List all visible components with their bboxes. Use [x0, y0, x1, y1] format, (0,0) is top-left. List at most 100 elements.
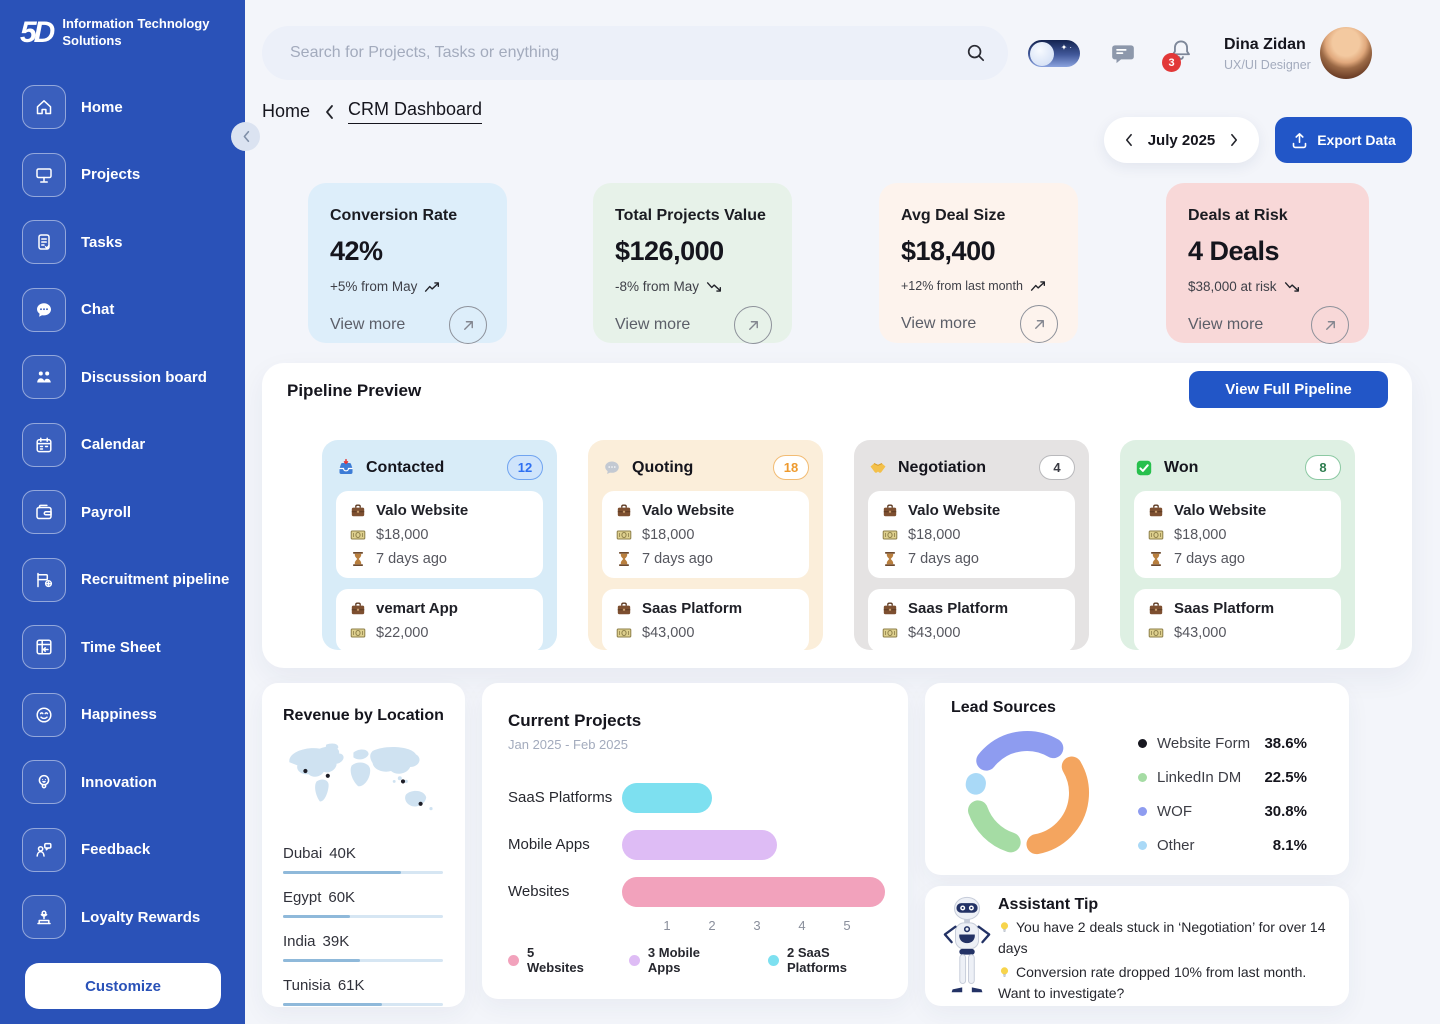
lead-sources-title: Lead Sources: [951, 699, 1056, 716]
banknote-icon: [882, 625, 898, 641]
deal-card[interactable]: Valo Website $18,000 7 days ago: [1134, 491, 1341, 578]
sidebar-item-label: Payroll: [81, 503, 132, 521]
sidebar-item-label: Time Sheet: [81, 638, 161, 656]
view-more-arrow-button[interactable]: [449, 306, 487, 344]
stat-delta: $38,000 at risk: [1188, 279, 1349, 294]
deal-card[interactable]: Valo Website $18,000 7 days ago: [336, 491, 543, 578]
search-icon[interactable]: [966, 43, 986, 68]
revenue-row-egypt: Egypt 60K: [283, 889, 444, 918]
sidebar-item-payroll[interactable]: Payroll: [22, 490, 234, 534]
deal-card[interactable]: Saas Platform $43,000: [1134, 589, 1341, 650]
stat-title: Conversion Rate: [330, 207, 458, 224]
stage-count-badge: 18: [773, 455, 809, 480]
bar-saas-platforms: [622, 782, 712, 813]
next-month-icon[interactable]: [1230, 133, 1239, 147]
banknote-icon: [882, 527, 898, 543]
view-more-link[interactable]: View more: [330, 316, 406, 333]
banknote-icon: [616, 527, 632, 543]
notification-count-badge: 3: [1162, 53, 1181, 72]
view-more-link[interactable]: View more: [615, 316, 691, 333]
export-data-label: Export Data: [1317, 132, 1396, 148]
stat-delta: -8% from May: [615, 279, 772, 294]
bar-label: Mobile Apps: [508, 836, 590, 853]
revenue-row-dubai: Dubai 40K: [283, 845, 444, 874]
pipeline-stage-negotiation: Negotiation 4 Valo Website $18,000 7 day…: [854, 440, 1089, 650]
current-projects-subtitle: Jan 2025 - Feb 2025: [508, 737, 628, 752]
pipeline-stage-quoting: Quoting 18 Valo Website $18,000 7 days a…: [588, 440, 823, 650]
stage-count-badge: 8: [1305, 455, 1341, 480]
chat-icon: [22, 287, 66, 332]
customize-button[interactable]: Customize: [25, 963, 221, 1009]
deal-card[interactable]: Saas Platform $43,000: [602, 589, 809, 650]
recruitment-pipeline-icon: [22, 557, 66, 602]
chart-legend: 5 Websites 3 Mobile Apps 2 SaaS Platform…: [508, 945, 882, 975]
export-data-button[interactable]: Export Data: [1275, 117, 1412, 163]
lead-sources-legend: Website Form 38.6% LinkedIn DM 22.5% WOF…: [1138, 733, 1307, 869]
legend-dot: [628, 954, 640, 966]
breadcrumb-home[interactable]: Home: [262, 101, 311, 121]
sidebar-item-feedback[interactable]: Feedback: [22, 827, 234, 872]
hourglass-icon: [616, 551, 632, 567]
view-more-arrow-button[interactable]: [1020, 305, 1058, 343]
briefcase-icon: [1148, 503, 1164, 519]
innovation-bulb-icon: [22, 760, 66, 804]
feedback-icon: [22, 827, 66, 872]
legend-dot: [1138, 773, 1147, 782]
pipeline-preview-panel: Pipeline Preview View Full Pipeline Cont…: [262, 363, 1412, 668]
deal-card[interactable]: vemart App $22,000: [336, 589, 543, 650]
sidebar-item-label: Loyalty Rewards: [81, 908, 201, 926]
arrow-ne-icon: [746, 318, 761, 333]
sidebar-item-label: Happiness: [81, 706, 157, 723]
sidebar-menu: Home Projects Tasks Chat Discussion boar…: [22, 85, 234, 939]
stat-title: Total Projects Value: [615, 207, 766, 224]
pipeline-title: Pipeline Preview: [287, 381, 422, 400]
view-more-link[interactable]: View more: [1188, 316, 1264, 333]
hourglass-icon: [350, 551, 366, 567]
current-projects-chart: SaaS Platforms Mobile Apps Websites 1 2 …: [508, 774, 886, 975]
sidebar-item-time-sheet[interactable]: Time Sheet: [22, 625, 234, 669]
sidebar-item-chat[interactable]: Chat: [22, 287, 234, 332]
legend-dot: [1138, 841, 1147, 850]
hourglass-icon: [1148, 551, 1164, 567]
bar-label: SaaS Platforms: [508, 789, 613, 806]
deal-card[interactable]: Valo Website $18,000 7 days ago: [602, 491, 809, 578]
view-more-arrow-button[interactable]: [734, 306, 772, 344]
dark-mode-toggle[interactable]: ✦·: [1028, 40, 1080, 67]
lead-sources-donut-chart: [965, 731, 1089, 855]
sidebar-item-loyalty-rewards[interactable]: Loyalty Rewards: [22, 895, 234, 939]
sidebar-item-home[interactable]: Home: [22, 85, 234, 129]
bulb-icon: [998, 921, 1011, 934]
view-more-link[interactable]: View more: [901, 315, 977, 332]
sidebar-item-innovation[interactable]: Innovation: [22, 760, 234, 804]
sidebar-item-label: Discussion board: [81, 368, 207, 386]
previous-month-icon[interactable]: [1124, 133, 1133, 147]
sidebar-item-label: Chat: [81, 301, 115, 318]
view-full-pipeline-button[interactable]: View Full Pipeline: [1189, 371, 1388, 408]
messages-icon[interactable]: [1110, 41, 1136, 72]
search-input[interactable]: [262, 26, 1008, 80]
briefcase-icon: [616, 503, 632, 519]
sidebar-item-tasks[interactable]: Tasks: [22, 220, 234, 264]
view-more-arrow-button[interactable]: [1311, 306, 1349, 344]
banknote-icon: [616, 625, 632, 641]
briefcase-icon: [882, 503, 898, 519]
sidebar-item-recruitment-pipeline[interactable]: Recruitment pipeline: [22, 557, 234, 602]
user-avatar[interactable]: [1320, 27, 1372, 79]
deal-card[interactable]: Valo Website $18,000 7 days ago: [868, 491, 1075, 578]
banknote-icon: [350, 527, 366, 543]
breadcrumb-current[interactable]: CRM Dashboard: [348, 99, 483, 124]
sidebar-item-discussion-board[interactable]: Discussion board: [22, 355, 234, 399]
sidebar-item-happiness[interactable]: Happiness: [22, 692, 234, 737]
stat-card-total-projects-value: Total Projects Value $126,000 -8% from M…: [593, 183, 792, 344]
briefcase-icon: [882, 601, 898, 617]
sidebar-collapse-button[interactable]: [231, 122, 260, 151]
map-location-dots: [303, 768, 423, 806]
stage-name: Won: [1164, 458, 1199, 476]
stage-name: Quoting: [632, 458, 694, 476]
stage-name: Contacted: [366, 458, 445, 476]
deal-card[interactable]: Saas Platform $43,000: [868, 589, 1075, 650]
sidebar-item-calendar[interactable]: Calendar: [22, 422, 234, 467]
sidebar: 5D Information Technology Solutions Home…: [0, 0, 245, 1024]
sidebar-item-projects[interactable]: Projects: [22, 152, 234, 197]
brand-logo: 5D Information Technology Solutions: [20, 16, 209, 50]
